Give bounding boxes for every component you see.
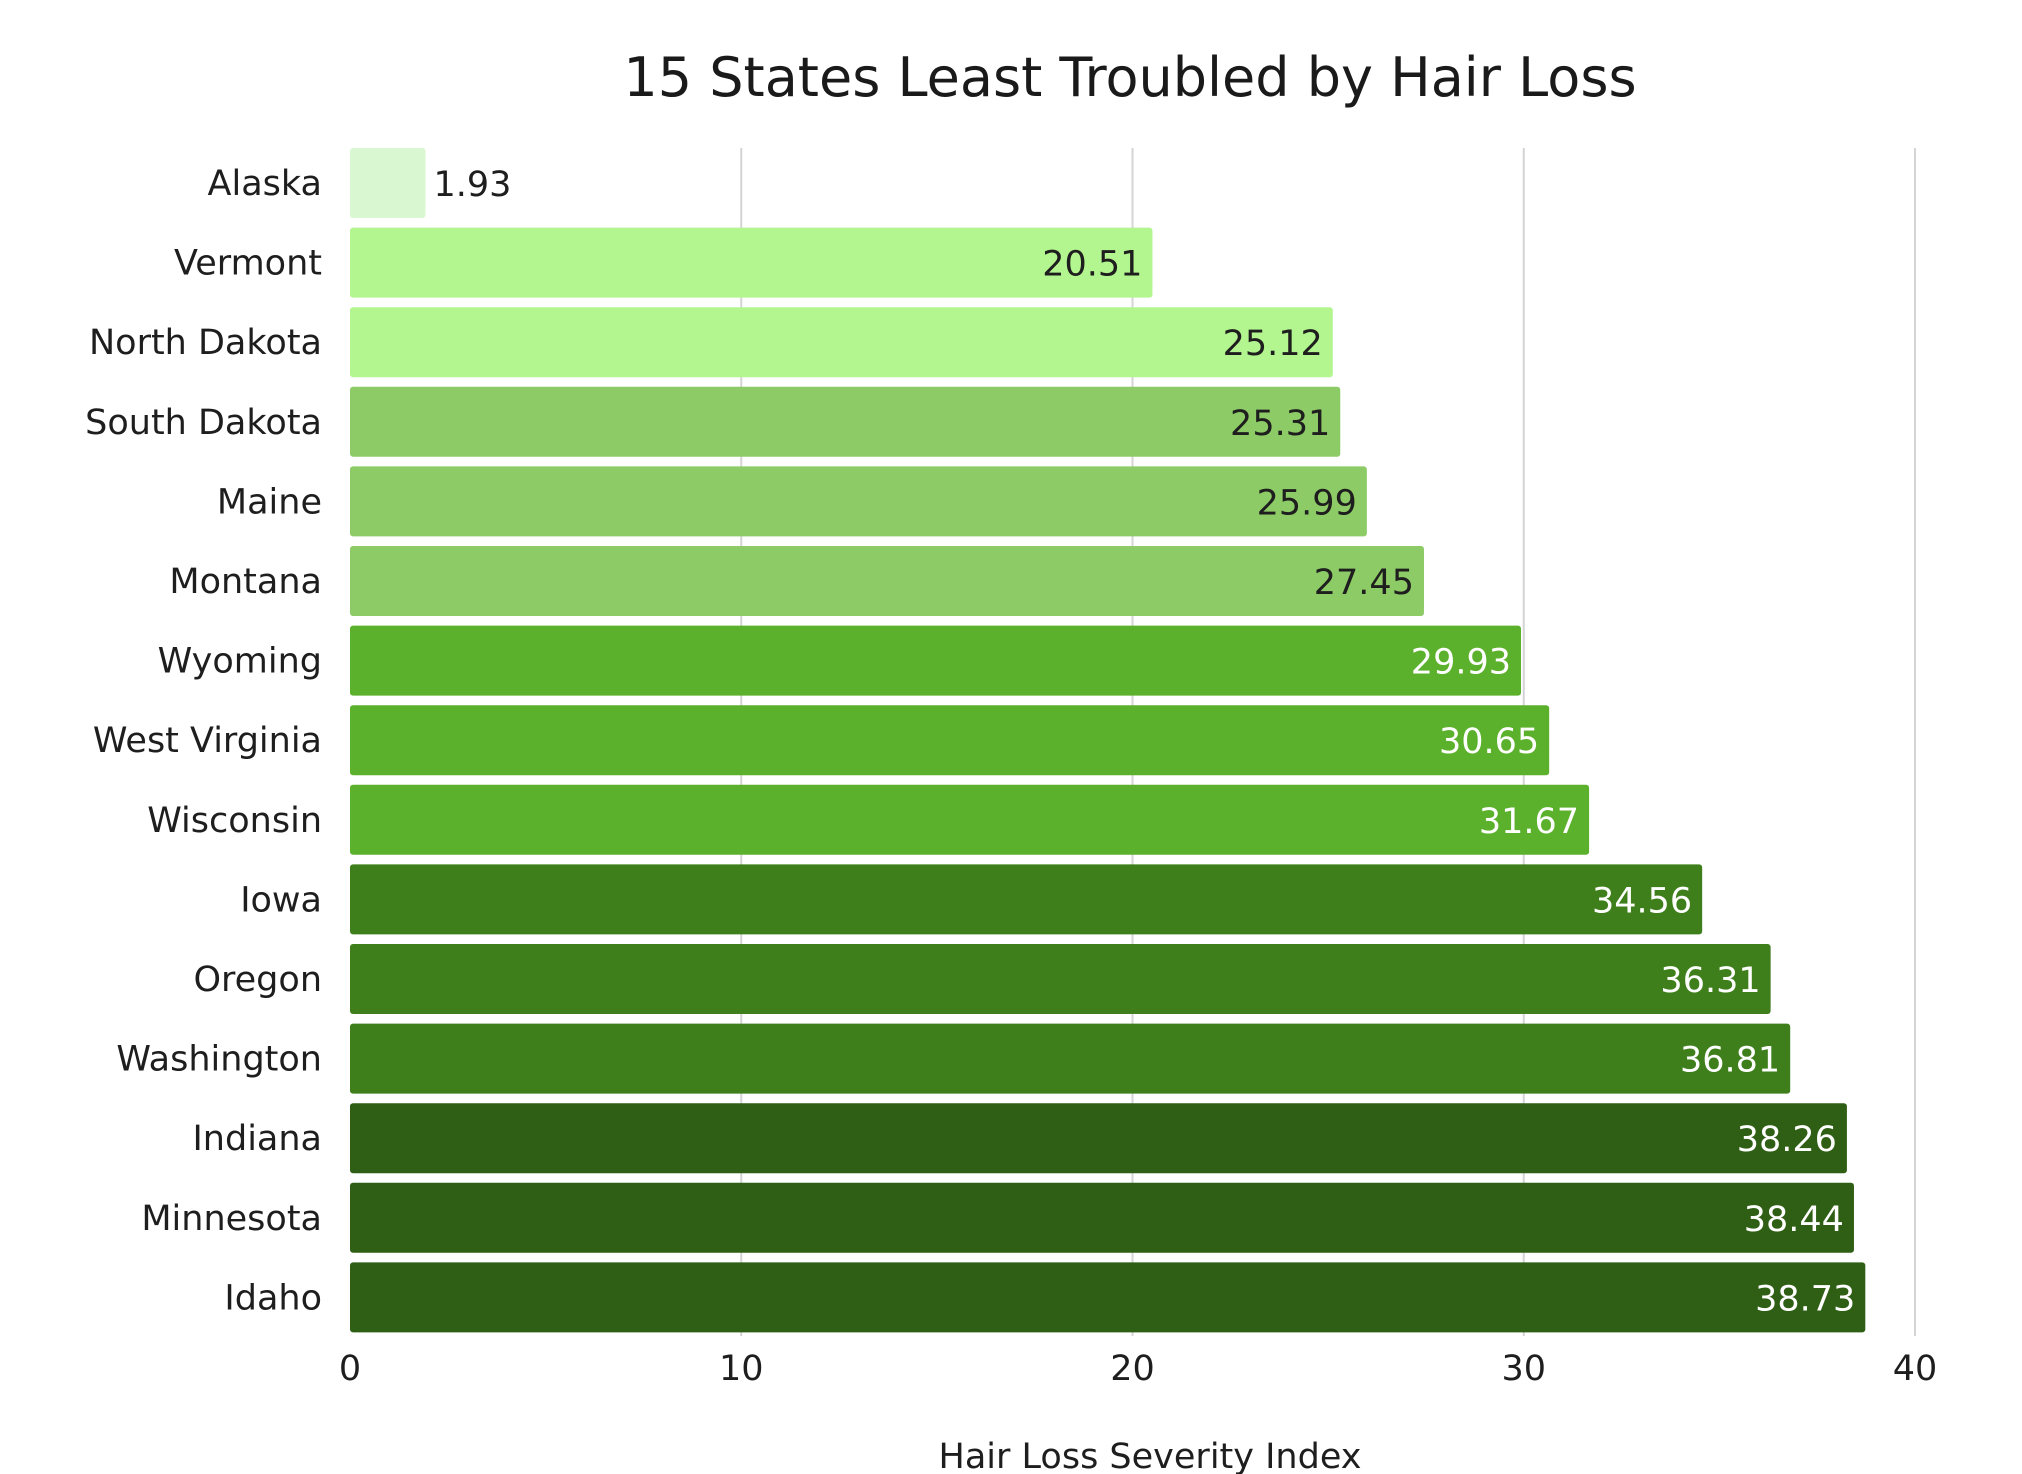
- bar: [350, 1262, 1866, 1333]
- value-label: 29.93: [1411, 643, 1511, 683]
- bar: [350, 705, 1550, 776]
- category-label: Wisconsin: [147, 801, 322, 841]
- category-label: Washington: [116, 1040, 322, 1080]
- category-label: Iowa: [240, 880, 322, 920]
- value-label: 27.45: [1314, 563, 1414, 603]
- value-label: 38.73: [1755, 1279, 1855, 1319]
- category-label: West Virginia: [93, 721, 322, 761]
- bar: [350, 307, 1333, 378]
- bar: [350, 148, 426, 218]
- bar: [350, 784, 1590, 855]
- value-label: 20.51: [1042, 245, 1142, 285]
- value-label: 36.31: [1660, 961, 1760, 1001]
- value-labels: 1.93 20.51 25.12 25.31 25.99 27.45 29.93 30.65 3…: [434, 165, 1856, 1319]
- value-label: 36.81: [1680, 1041, 1780, 1081]
- x-tick-label: 10: [719, 1349, 764, 1389]
- bar: [350, 625, 1522, 696]
- category-label: Indiana: [192, 1119, 322, 1159]
- category-labels: Alaska Vermont North Dakota South Dakota Mai…: [85, 164, 322, 1318]
- value-label: 38.44: [1744, 1200, 1844, 1240]
- value-label: 38.26: [1737, 1120, 1837, 1160]
- bar: [350, 1103, 1847, 1174]
- x-tick-labels: 0 10 20 30 40: [339, 1349, 1937, 1389]
- value-label: 25.31: [1230, 404, 1330, 444]
- value-label: 30.65: [1439, 722, 1539, 762]
- category-label: Montana: [169, 562, 322, 602]
- value-label: 25.99: [1257, 483, 1357, 523]
- x-tick-label: 40: [1893, 1349, 1938, 1389]
- value-label: 34.56: [1592, 881, 1692, 921]
- category-label: North Dakota: [89, 323, 322, 363]
- bar: [350, 944, 1771, 1014]
- bar: [350, 1023, 1791, 1094]
- value-label: 1.93: [434, 165, 512, 205]
- bar: [350, 546, 1424, 616]
- category-label: South Dakota: [85, 403, 322, 443]
- category-label: Oregon: [193, 960, 322, 1000]
- bar: [350, 386, 1341, 457]
- category-label: Wyoming: [158, 642, 322, 682]
- x-tick-label: 0: [339, 1349, 361, 1389]
- bar: [350, 864, 1703, 935]
- value-label: 31.67: [1479, 802, 1579, 842]
- category-label: Maine: [217, 482, 322, 522]
- bar: [350, 227, 1153, 298]
- bar: [350, 1182, 1854, 1253]
- category-label: Alaska: [208, 164, 322, 204]
- x-tick-label: 20: [1110, 1349, 1155, 1389]
- bars: [350, 148, 1866, 1333]
- category-label: Vermont: [174, 244, 322, 284]
- value-label: 25.12: [1223, 324, 1323, 364]
- bar: [350, 466, 1367, 537]
- x-axis-label: Hair Loss Severity Index: [939, 1437, 1362, 1474]
- x-tick-label: 30: [1501, 1349, 1546, 1389]
- category-label: Idaho: [224, 1278, 322, 1318]
- chart-title: 15 States Least Troubled by Hair Loss: [623, 46, 1636, 109]
- category-label: Minnesota: [141, 1199, 322, 1239]
